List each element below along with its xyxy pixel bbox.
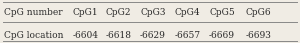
Text: -6604: -6604 bbox=[73, 31, 98, 40]
Text: -6669: -6669 bbox=[209, 31, 235, 40]
Text: CpG4: CpG4 bbox=[175, 8, 200, 17]
Text: -6618: -6618 bbox=[106, 31, 131, 40]
Text: -6693: -6693 bbox=[246, 31, 272, 40]
Text: CpG5: CpG5 bbox=[209, 8, 235, 17]
Text: -6629: -6629 bbox=[140, 31, 166, 40]
Text: CpG6: CpG6 bbox=[246, 8, 272, 17]
Text: CpG1: CpG1 bbox=[73, 8, 98, 17]
Text: -6657: -6657 bbox=[174, 31, 201, 40]
Text: CpG3: CpG3 bbox=[140, 8, 166, 17]
Text: CpG number: CpG number bbox=[4, 8, 63, 17]
Text: CpG location: CpG location bbox=[4, 31, 64, 40]
Text: CpG2: CpG2 bbox=[106, 8, 131, 17]
